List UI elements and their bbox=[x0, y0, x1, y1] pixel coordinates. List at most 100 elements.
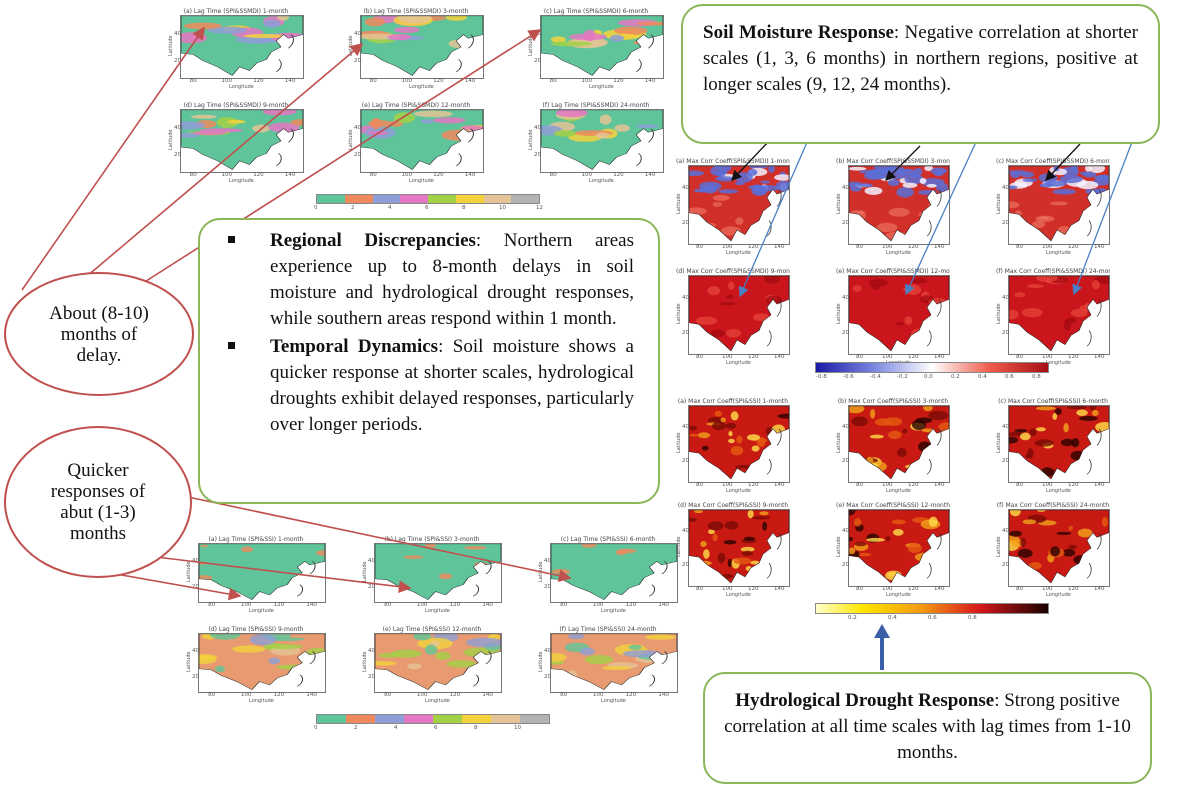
panel-title: (a) Lag Time (SPI&SSMDI) 1-month bbox=[183, 8, 289, 15]
y-tick-label: 20 bbox=[534, 58, 541, 65]
lag-top-colorbar bbox=[316, 194, 540, 204]
x-tick-label: 80 bbox=[1016, 244, 1023, 250]
colorbar-tick-label: 4 bbox=[394, 725, 398, 731]
y-tick-label: 20 bbox=[842, 329, 849, 336]
y-tick-label: 40 bbox=[174, 30, 181, 37]
colorbar-swatch bbox=[428, 195, 456, 203]
x-tick-label: 100 bbox=[722, 482, 733, 488]
x-tick-label: 80 bbox=[856, 354, 863, 360]
x-tick-label: 120 bbox=[613, 78, 624, 84]
y-axis-label: Latitude bbox=[362, 561, 368, 582]
colorbar-tick-label: 0.6 bbox=[928, 615, 937, 621]
soil-moisture-box: Soil Moisture Response: Negative correla… bbox=[681, 4, 1160, 144]
y-axis-label: Latitude bbox=[996, 432, 1002, 453]
y-axis-label: Latitude bbox=[676, 432, 682, 453]
map-panel: (d) Lag Time (SPI&SSI) 9-month Latitude 4… bbox=[186, 626, 326, 704]
colorbar-tick-label: -0.6 bbox=[843, 374, 854, 380]
x-axis-label: Longitude bbox=[425, 608, 450, 614]
y-axis-label: Latitude bbox=[676, 193, 682, 214]
lag-bottom-colorbar bbox=[316, 714, 550, 724]
y-tick-label: 40 bbox=[682, 294, 689, 301]
x-tick-label: 120 bbox=[1068, 482, 1079, 488]
panel-map bbox=[848, 509, 950, 587]
y-axis-label: Latitude bbox=[836, 536, 842, 557]
x-tick-label: 140 bbox=[1094, 586, 1105, 592]
x-tick-label: 100 bbox=[592, 602, 604, 608]
x-tick-label: 80 bbox=[369, 78, 377, 84]
colorbar-tick-label: 0.4 bbox=[888, 615, 897, 621]
x-tick-label: 80 bbox=[208, 602, 216, 608]
colorbar-tick-label: 10 bbox=[499, 205, 506, 211]
map-panel: (f) Max Corr Coeff(SPI&SSMDI) 24-month L… bbox=[996, 268, 1110, 366]
panel-map bbox=[848, 405, 950, 483]
x-axis-label: Longitude bbox=[409, 84, 434, 90]
map-panel: (a) Lag Time (SPI&SSMDI) 1-month Latitud… bbox=[168, 8, 304, 90]
y-tick-label: 20 bbox=[544, 583, 551, 590]
map-panel: (b) Lag Time (SPI&SSMDI) 3-month Latitud… bbox=[348, 8, 484, 90]
map-panel: (d) Lag Time (SPI&SSMDI) 9-month Latitud… bbox=[168, 102, 304, 184]
y-axis-label: Latitude bbox=[168, 129, 174, 150]
x-tick-label: 80 bbox=[696, 354, 703, 360]
x-tick-label: 80 bbox=[549, 172, 557, 178]
y-tick-label: 20 bbox=[682, 562, 689, 569]
x-axis-label: Longitude bbox=[249, 698, 274, 704]
colorbar-tick-label: 6 bbox=[434, 725, 438, 731]
x-tick-label: 100 bbox=[581, 172, 592, 178]
x-tick-label: 120 bbox=[1068, 586, 1079, 592]
x-tick-label: 100 bbox=[1042, 354, 1053, 360]
x-tick-label: 120 bbox=[253, 172, 264, 178]
panel-map bbox=[198, 543, 326, 603]
colorbar-swatch bbox=[455, 195, 484, 203]
temporal-body: : Soil moisture shows a quicker response… bbox=[270, 336, 634, 435]
y-tick-label: 20 bbox=[1002, 562, 1009, 569]
y-tick-label: 20 bbox=[1002, 219, 1009, 226]
map-panel: (f) Lag Time (SPI&SSMDI) 24-month Latitu… bbox=[528, 102, 664, 184]
x-tick-label: 100 bbox=[722, 354, 733, 360]
bullet-square-icon bbox=[228, 236, 235, 243]
x-tick-label: 80 bbox=[856, 482, 863, 488]
x-axis-label: Longitude bbox=[1046, 250, 1071, 256]
colorbar-tick-label: 4 bbox=[388, 205, 392, 211]
x-tick-label: 140 bbox=[774, 244, 785, 250]
x-tick-label: 140 bbox=[284, 78, 296, 84]
y-tick-label: 40 bbox=[192, 647, 199, 654]
x-tick-label: 140 bbox=[1094, 354, 1105, 360]
x-tick-label: 140 bbox=[482, 602, 493, 608]
x-tick-label: 80 bbox=[1016, 482, 1023, 488]
y-axis-label: Latitude bbox=[168, 35, 174, 56]
y-axis-label: Latitude bbox=[186, 561, 192, 582]
y-axis-label: Latitude bbox=[676, 303, 682, 324]
panel-map bbox=[374, 543, 502, 603]
x-tick-label: 120 bbox=[273, 692, 285, 698]
x-tick-label: 80 bbox=[856, 244, 863, 250]
x-axis-label: Longitude bbox=[425, 698, 450, 704]
soil-corr-colorbar bbox=[815, 362, 1049, 373]
x-tick-label: 140 bbox=[934, 586, 945, 592]
panel-title: (b) Max Corr Coeff(SPI&SSI) 3-month bbox=[837, 398, 949, 405]
y-tick-label: 20 bbox=[192, 673, 199, 680]
x-axis-label: Longitude bbox=[601, 608, 626, 614]
x-axis-label: Longitude bbox=[1046, 488, 1071, 494]
x-tick-label: 80 bbox=[189, 78, 197, 84]
hydro-response-text: Hydrological Drought Response: Strong po… bbox=[723, 688, 1132, 766]
hydro-response-box: Hydrological Drought Response: Strong po… bbox=[703, 672, 1152, 784]
x-tick-label: 120 bbox=[433, 78, 444, 84]
x-axis-label: Longitude bbox=[726, 360, 751, 366]
colorbar-swatch bbox=[346, 715, 375, 723]
x-tick-label: 140 bbox=[464, 172, 476, 178]
x-tick-label: 140 bbox=[1094, 244, 1105, 250]
map-panel: (f) Max Corr Coeff(SPI&SSI) 24-month Lat… bbox=[996, 502, 1110, 598]
y-tick-label: 40 bbox=[544, 647, 551, 654]
hydro-response-body: : Strong positive correlation at all tim… bbox=[724, 690, 1131, 763]
x-axis-label: Longitude bbox=[409, 178, 434, 184]
colorbar-swatch bbox=[375, 715, 404, 723]
y-tick-label: 40 bbox=[1002, 294, 1009, 301]
x-tick-label: 140 bbox=[644, 78, 656, 84]
y-tick-label: 20 bbox=[368, 583, 375, 590]
y-tick-label: 40 bbox=[174, 124, 181, 131]
y-axis-label: Latitude bbox=[186, 651, 192, 672]
colorbar-swatch bbox=[404, 715, 433, 723]
x-tick-label: 140 bbox=[644, 172, 656, 178]
colorbar-tick-label: 0.2 bbox=[951, 374, 960, 380]
y-tick-label: 20 bbox=[1002, 458, 1009, 465]
